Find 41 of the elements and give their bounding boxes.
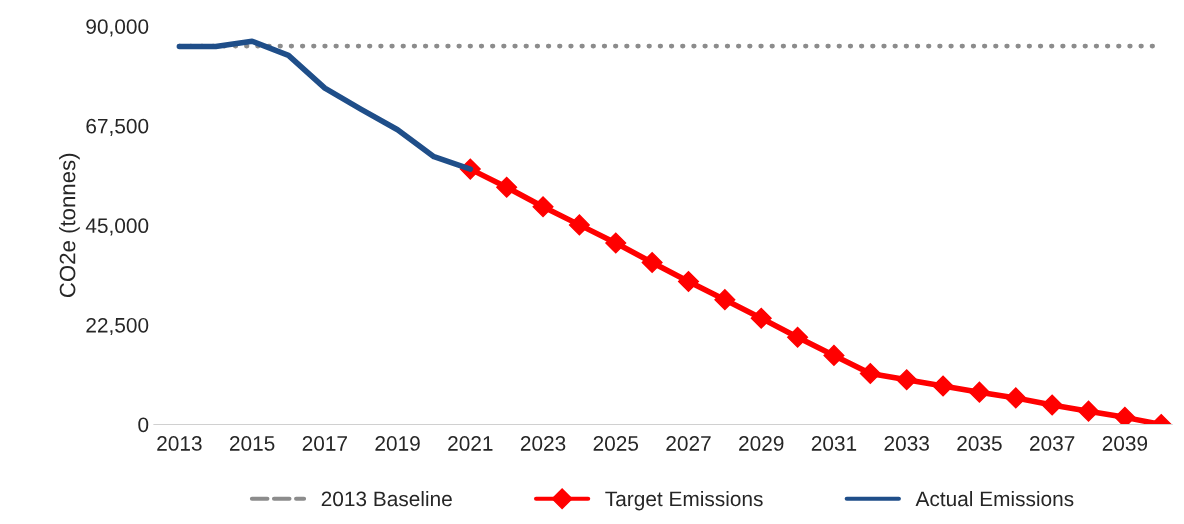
- x-tick-label: 2025: [593, 436, 639, 451]
- point: [496, 176, 518, 198]
- y-tick-label: 67,500: [86, 118, 149, 136]
- point: [1005, 387, 1027, 409]
- point: [750, 307, 772, 329]
- point: [605, 232, 627, 254]
- legend-label: 2013 Baseline: [321, 490, 452, 507]
- point: [568, 214, 590, 236]
- point: [823, 344, 845, 366]
- x-tick-label: 2021: [448, 436, 493, 451]
- legend-label: Actual Emissions: [915, 490, 1074, 507]
- point: [932, 375, 954, 397]
- y-tick-label: 90,000: [86, 19, 149, 37]
- x-tick-label: 2037: [1030, 436, 1075, 451]
- point: [532, 196, 554, 218]
- y-tick-label: 22,500: [86, 317, 149, 336]
- y-axis-title: CO2e (tonnes): [59, 153, 80, 298]
- point: [896, 369, 918, 391]
- point: [968, 381, 990, 403]
- x-tick-label: 2015: [229, 436, 275, 451]
- point: [1114, 406, 1136, 425]
- x-tick-label: 2029: [739, 436, 784, 451]
- point: [1041, 394, 1063, 416]
- x-tick-label: 2027: [666, 436, 711, 451]
- point: [714, 289, 736, 311]
- x-tick-label: 2013: [157, 436, 202, 451]
- point: [787, 326, 809, 348]
- point: [641, 251, 663, 274]
- legend-label: Target Emissions: [605, 490, 763, 511]
- x-tick-label: 2017: [302, 436, 347, 451]
- x-tick-label: 2031: [811, 436, 857, 451]
- point: [1078, 400, 1100, 422]
- x-tick-label: 2023: [520, 436, 566, 451]
- x-tick-label: 2035: [957, 436, 1002, 451]
- point: [677, 271, 700, 293]
- x-tick-label: 2039: [1102, 436, 1148, 451]
- x-tick-label: 2019: [375, 436, 420, 451]
- y-tick-label: 45,000: [85, 218, 149, 236]
- point: [859, 363, 881, 385]
- x-tick-label: 2033: [884, 436, 929, 451]
- y-tick-label: 0: [138, 417, 149, 433]
